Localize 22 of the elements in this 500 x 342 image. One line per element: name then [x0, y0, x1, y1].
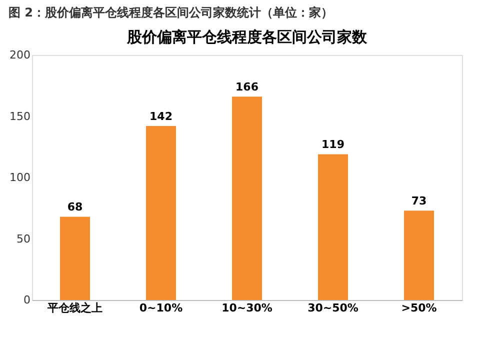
x-tick-label: 平仓线之上: [46, 302, 102, 314]
bar: [318, 154, 348, 300]
bar: [404, 210, 434, 300]
y-tick-label: 150: [10, 110, 30, 123]
data-label: 68: [67, 200, 83, 214]
x-tick-label: 0~10%: [139, 302, 183, 314]
x-tick-label: 30~50%: [308, 302, 358, 314]
y-tick-label: 100: [10, 171, 30, 184]
chart-subtitle: 股价偏离平仓线程度各区间公司家数: [126, 28, 368, 46]
x-tick-label: >50%: [401, 302, 437, 314]
y-tick-label: 0: [24, 294, 30, 306]
x-tick-label: 10~30%: [222, 302, 272, 314]
y-tick-label: 200: [10, 48, 30, 62]
data-label: 142: [150, 110, 172, 124]
y-tick-label: 50: [16, 232, 30, 246]
data-label: 166: [236, 80, 259, 94]
data-label: 119: [322, 138, 344, 152]
bar: [232, 96, 262, 300]
data-label: 73: [411, 194, 427, 208]
bar: [146, 126, 176, 300]
chart-title: 图 2：股价偏离平仓线程度各区间公司家数统计（单位：家）: [8, 6, 334, 20]
bar: [60, 216, 90, 300]
